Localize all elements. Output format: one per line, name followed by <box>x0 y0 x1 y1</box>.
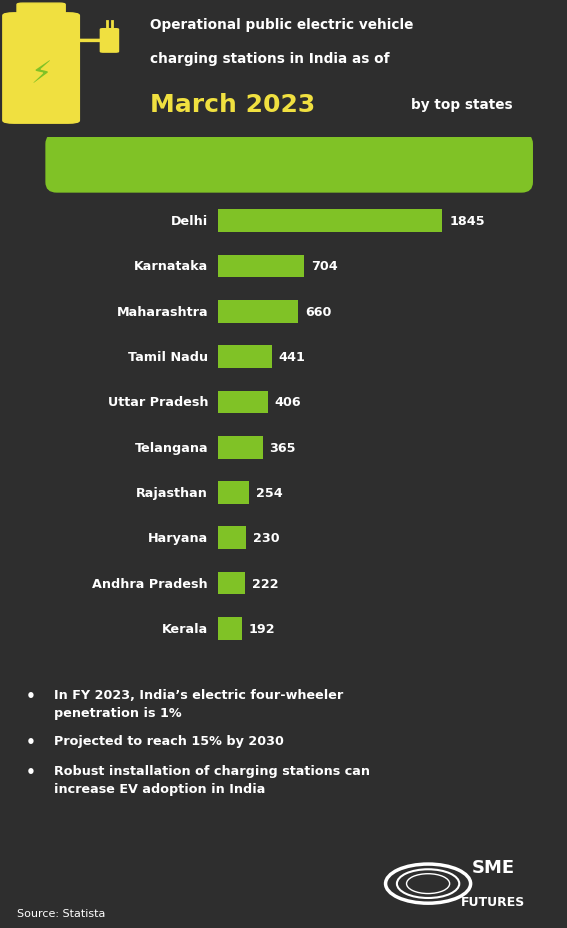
FancyBboxPatch shape <box>3 14 79 124</box>
Text: 441: 441 <box>278 351 306 364</box>
Text: SME: SME <box>472 857 515 876</box>
FancyBboxPatch shape <box>45 135 533 193</box>
Bar <box>218 573 246 595</box>
Bar <box>218 346 272 368</box>
Text: 1845: 1845 <box>449 215 485 228</box>
Bar <box>218 482 249 504</box>
Bar <box>218 210 442 233</box>
Text: Delhi: Delhi <box>171 215 208 228</box>
Bar <box>218 617 242 640</box>
Text: •: • <box>26 764 36 779</box>
Text: Haryana: Haryana <box>148 532 208 545</box>
Text: 254: 254 <box>256 486 283 499</box>
Bar <box>218 391 268 414</box>
Text: Maharashtra: Maharashtra <box>116 305 208 318</box>
Text: FUTURES: FUTURES <box>461 896 526 909</box>
Text: 222: 222 <box>252 577 279 590</box>
Text: •: • <box>26 734 36 749</box>
FancyBboxPatch shape <box>100 30 119 53</box>
Text: 192: 192 <box>248 623 275 636</box>
Text: In FY 2023, India’s electric four-wheeler
penetration is 1%: In FY 2023, India’s electric four-wheele… <box>54 689 343 719</box>
Text: 660: 660 <box>305 305 332 318</box>
Bar <box>218 301 298 323</box>
Text: March 2023: March 2023 <box>150 93 315 117</box>
Text: by top states: by top states <box>411 97 513 111</box>
Text: 365: 365 <box>269 441 296 454</box>
Text: Projected to reach 15% by 2030: Projected to reach 15% by 2030 <box>54 734 284 747</box>
Bar <box>218 527 246 549</box>
Text: ⚡: ⚡ <box>31 60 52 89</box>
Text: 406: 406 <box>274 396 301 409</box>
Text: Source: Statista: Source: Statista <box>17 908 105 918</box>
Text: Telangana: Telangana <box>134 441 208 454</box>
Text: 704: 704 <box>311 260 337 273</box>
Text: Robust installation of charging stations can
increase EV adoption in India: Robust installation of charging stations… <box>54 764 370 795</box>
Text: Andhra Pradesh: Andhra Pradesh <box>92 577 208 590</box>
Text: Rajasthan: Rajasthan <box>136 486 208 499</box>
Text: charging stations in India as of: charging stations in India as of <box>150 52 390 66</box>
Text: Kerala: Kerala <box>162 623 208 636</box>
Text: NUMBER OF CHARGING STATIONS: NUMBER OF CHARGING STATIONS <box>132 155 446 173</box>
Text: Karnataka: Karnataka <box>134 260 208 273</box>
FancyBboxPatch shape <box>17 4 65 26</box>
Text: Tamil Nadu: Tamil Nadu <box>128 351 208 364</box>
Text: 230: 230 <box>253 532 280 545</box>
Bar <box>218 255 304 278</box>
Text: •: • <box>26 689 36 703</box>
Bar <box>218 436 263 459</box>
Text: Uttar Pradesh: Uttar Pradesh <box>108 396 208 409</box>
Text: Operational public electric vehicle: Operational public electric vehicle <box>150 18 414 32</box>
